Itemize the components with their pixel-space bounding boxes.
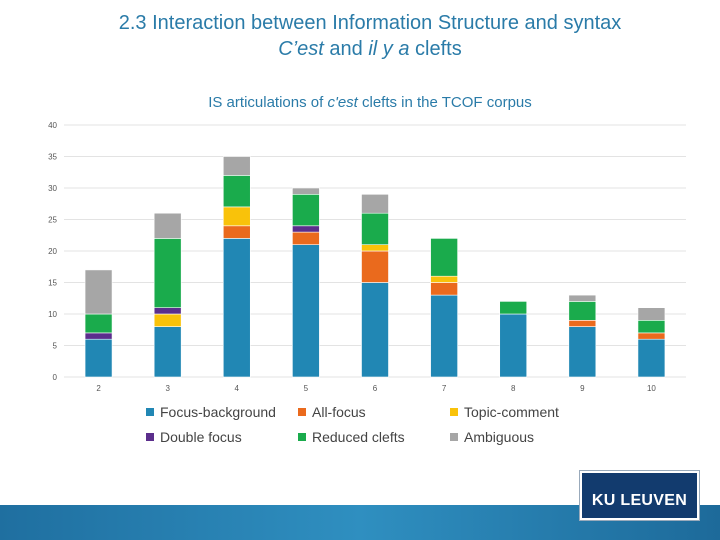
bar-segment-reduced-clefts-7 [430, 238, 458, 277]
chart-title: IS articulations of c'est clefts in the … [208, 94, 532, 111]
y-tick-label: 40 [48, 121, 57, 130]
bars [84, 156, 666, 378]
legend-swatch-reduced-clefts [298, 433, 306, 441]
logo-text: KU LEUVEN [591, 492, 688, 509]
y-tick-label: 20 [48, 247, 57, 256]
bar-segment-focus-background-5 [292, 244, 320, 378]
bar-segment-focus-background-9 [568, 326, 597, 378]
legend-item-double-focus: Double focus [146, 429, 242, 445]
legend-item-reduced-clefts: Reduced clefts [298, 429, 405, 445]
legend-item-all-focus: All-focus [298, 404, 366, 420]
legend-label-focus-background: Focus-background [160, 404, 276, 420]
legend-swatch-all-focus [298, 408, 306, 416]
legend-swatch-double-focus [146, 433, 154, 441]
bar-segment-reduced-clefts-9 [568, 301, 597, 321]
slide-title-line2: C’est and il y a clefts [0, 36, 720, 62]
legend-label-reduced-clefts: Reduced clefts [312, 429, 405, 445]
title-cest: C’est [278, 38, 324, 60]
bar-segment-ambiguous-4 [222, 156, 251, 176]
bar-segment-all-focus-10 [637, 332, 666, 340]
x-tick-label: 9 [580, 384, 585, 393]
y-axis-ticks: 0 5 10 15 20 25 30 35 40 [48, 121, 57, 382]
stacked-bar-chart: IS articulations of c'est clefts in the … [48, 94, 686, 393]
legend-item-topic-comment: Topic-comment [450, 404, 559, 420]
chart-title-italic: c'est [327, 94, 358, 111]
legend-label-all-focus: All-focus [312, 404, 366, 420]
bar-segment-all-focus-7 [430, 282, 458, 296]
x-tick-label: 4 [235, 384, 240, 393]
bar-segment-reduced-clefts-5 [292, 194, 320, 227]
x-axis-ticks: 2 3 4 5 6 7 8 9 10 [96, 384, 656, 393]
bar-segment-topic-comment-4 [222, 206, 251, 227]
bar-segment-double-focus-2 [84, 332, 113, 340]
bar-segment-topic-comment-3 [153, 313, 182, 327]
bar-segment-reduced-clefts-4 [222, 175, 251, 208]
y-tick-label: 15 [48, 279, 57, 288]
title-ilya: il y a [368, 38, 410, 60]
bar-segment-topic-comment-6 [361, 244, 389, 252]
y-tick-label: 30 [48, 184, 57, 193]
y-tick-label: 0 [53, 373, 58, 382]
x-tick-label: 5 [304, 384, 309, 393]
bar-segment-focus-background-6 [361, 282, 389, 378]
x-tick-label: 6 [373, 384, 378, 393]
bar-segment-ambiguous-5 [292, 187, 320, 195]
bar-segment-ambiguous-2 [84, 269, 113, 315]
chart-title-part-a: IS articulations of [208, 94, 327, 111]
bar-segment-topic-comment-7 [430, 275, 458, 283]
title-clefts: clefts [409, 38, 462, 60]
y-tick-label: 5 [53, 342, 58, 351]
legend-item-focus-background: Focus-background [146, 404, 276, 420]
bar-segment-focus-background-4 [222, 238, 251, 378]
x-tick-label: 2 [96, 384, 101, 393]
bar-segment-all-focus-6 [361, 250, 389, 283]
bar-segment-ambiguous-10 [637, 307, 666, 321]
slide-title: 2.3 Interaction between Information Stru… [0, 10, 720, 62]
bar-segment-focus-background-10 [637, 338, 666, 378]
bar-segment-reduced-clefts-10 [637, 319, 666, 334]
bar-segment-reduced-clefts-6 [361, 212, 389, 245]
x-tick-label: 7 [442, 384, 447, 393]
slide-title-line1: 2.3 Interaction between Information Stru… [118, 12, 622, 34]
y-tick-label: 10 [48, 310, 57, 319]
ku-leuven-logo: KU LEUVEN [579, 470, 700, 521]
bar-segment-focus-background-7 [430, 294, 458, 378]
legend-swatch-focus-background [146, 408, 154, 416]
bar-segment-reduced-clefts-2 [84, 313, 113, 334]
bar-segment-ambiguous-9 [568, 294, 597, 302]
bar-segment-ambiguous-6 [361, 194, 389, 214]
bar-segment-all-focus-5 [292, 231, 320, 246]
bar-segment-all-focus-4 [222, 225, 251, 239]
bar-segment-focus-background-2 [84, 338, 113, 378]
bar-segment-focus-background-8 [499, 313, 528, 378]
x-tick-label: 10 [647, 384, 656, 393]
bar-segment-double-focus-5 [292, 225, 320, 233]
legend-label-double-focus: Double focus [160, 429, 242, 445]
legend-label-ambiguous: Ambiguous [464, 429, 535, 445]
chart-title-part-b: clefts in the TCOF corpus [358, 94, 532, 111]
y-tick-label: 35 [48, 153, 57, 162]
legend-swatch-ambiguous [450, 433, 458, 441]
bar-segment-ambiguous-3 [153, 212, 182, 239]
legend-swatch-topic-comment [450, 408, 458, 416]
title-and: and [323, 38, 369, 60]
legend-item-ambiguous: Ambiguous [450, 429, 534, 445]
bar-segment-reduced-clefts-8 [499, 301, 528, 315]
bar-segment-double-focus-3 [153, 307, 182, 315]
bar-segment-focus-background-3 [153, 326, 182, 378]
bar-segment-all-focus-9 [568, 319, 597, 327]
bar-segment-reduced-clefts-3 [153, 238, 182, 308]
x-tick-label: 3 [165, 384, 170, 393]
y-tick-label: 25 [48, 216, 57, 225]
legend-label-topic-comment: Topic-comment [464, 404, 559, 420]
x-tick-label: 8 [511, 384, 516, 393]
